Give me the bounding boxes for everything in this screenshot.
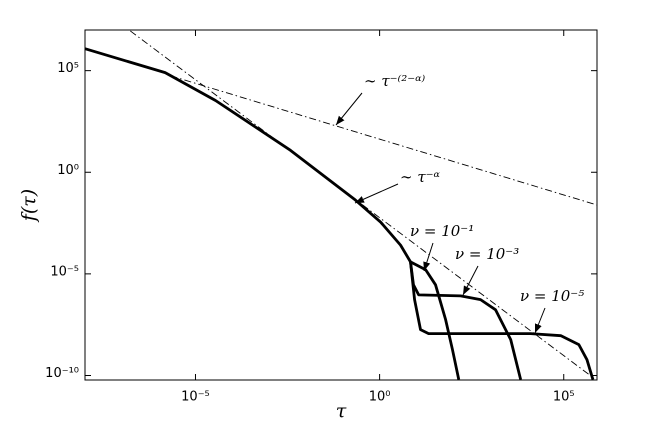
annotation: ν = 10⁻³ <box>455 245 519 263</box>
y-axis-label: f(τ) <box>18 189 40 223</box>
curve-line <box>409 261 523 380</box>
annotation-arrow <box>335 92 363 126</box>
annotation: ν = 10⁻¹ <box>410 222 474 240</box>
annotation: ν = 10⁻⁵ <box>520 287 584 305</box>
annotation: ∼ τ⁻⁽²⁻ᵅ⁾ <box>364 72 426 90</box>
y-tick-label: 10⁰ <box>57 163 79 178</box>
x-tick-label: 10⁻⁵ <box>181 390 210 405</box>
annotation-arrow <box>534 307 546 334</box>
annotation-arrow <box>462 265 479 296</box>
annotation-arrow <box>354 183 399 204</box>
annotation-arrow <box>423 242 434 272</box>
plot-frame <box>84 29 598 381</box>
x-axis-label: τ <box>336 400 347 422</box>
curve-line <box>409 260 461 380</box>
y-tick-label: 10⁻¹⁰ <box>45 366 79 381</box>
y-tick-label: 10⁵ <box>57 61 79 76</box>
x-tick-label: 10⁰ <box>369 390 391 405</box>
x-tick-label: 10⁵ <box>553 390 575 405</box>
asymptote-line <box>170 75 597 206</box>
curve-line <box>85 47 412 263</box>
y-tick-label: 10⁻⁵ <box>50 264 79 279</box>
plot-area <box>85 30 597 380</box>
curve-line <box>409 261 595 380</box>
annotation: ∼ τ⁻ᵅ <box>400 168 441 186</box>
asymptote-line <box>130 30 594 378</box>
